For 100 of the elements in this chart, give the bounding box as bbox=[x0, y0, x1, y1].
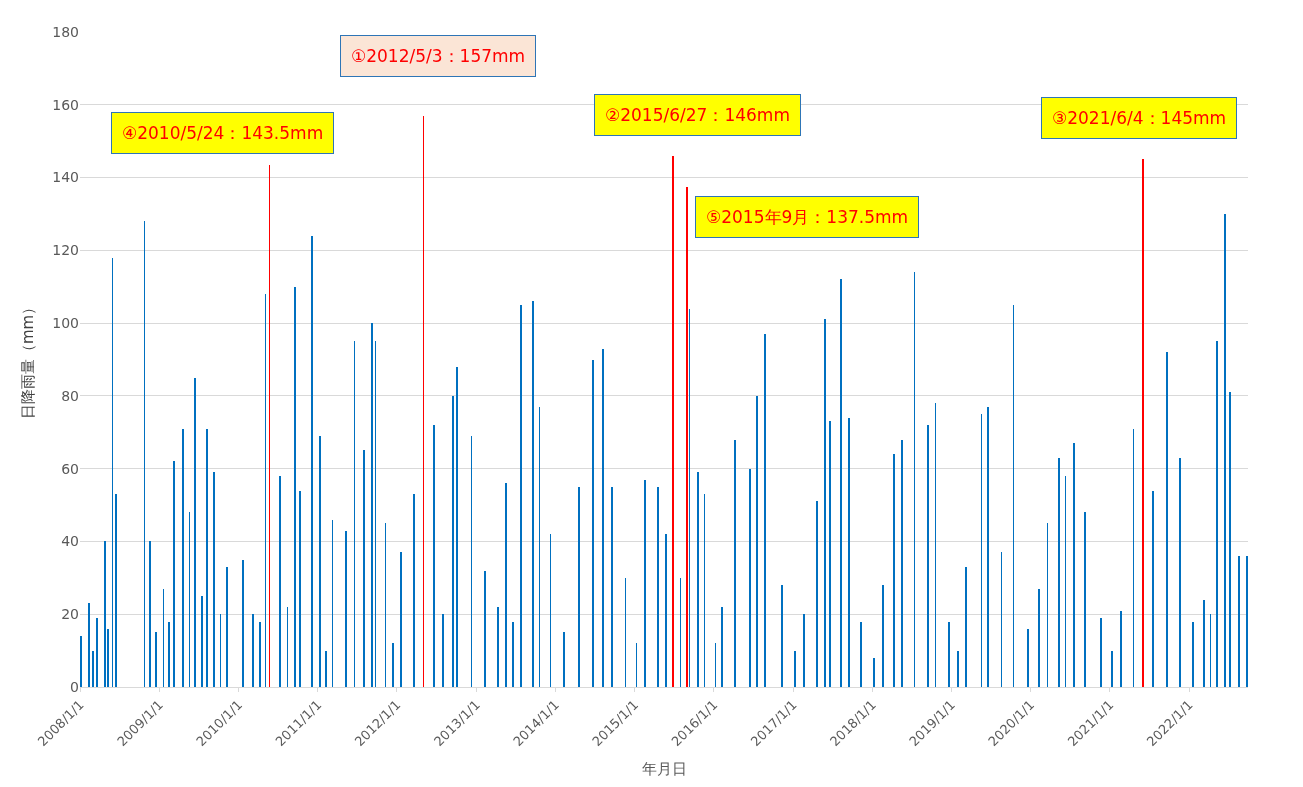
bar bbox=[1058, 458, 1060, 687]
bar bbox=[371, 323, 373, 687]
bar bbox=[901, 440, 903, 687]
bar bbox=[734, 440, 736, 687]
bar bbox=[92, 651, 94, 687]
bar bbox=[1084, 512, 1086, 687]
bar bbox=[1100, 618, 1102, 687]
bar bbox=[756, 396, 758, 687]
y-tick-label: 0 bbox=[70, 678, 79, 695]
bar bbox=[456, 367, 458, 687]
bar bbox=[957, 651, 959, 687]
y-tick-label: 120 bbox=[52, 242, 79, 259]
y-tick-label: 180 bbox=[52, 23, 79, 40]
bar bbox=[840, 279, 842, 687]
bar bbox=[1027, 629, 1029, 687]
bar bbox=[201, 596, 203, 687]
y-tick-label: 20 bbox=[61, 606, 79, 623]
bar bbox=[442, 614, 444, 687]
bar bbox=[1224, 214, 1226, 687]
bar bbox=[294, 287, 296, 687]
bar bbox=[657, 487, 659, 687]
bar bbox=[893, 454, 895, 687]
bar bbox=[794, 651, 796, 687]
annotation: ③2021/6/4：145mm bbox=[1052, 108, 1227, 128]
bar bbox=[860, 622, 862, 687]
bar bbox=[1038, 589, 1040, 687]
y-axis-title: 日降雨量（mm） bbox=[18, 299, 37, 420]
bar bbox=[697, 472, 699, 687]
bar bbox=[242, 560, 244, 687]
bar bbox=[115, 494, 117, 687]
bar bbox=[611, 487, 613, 687]
bar bbox=[512, 622, 514, 687]
bar bbox=[1229, 392, 1231, 687]
bar bbox=[1073, 443, 1075, 687]
bar bbox=[592, 360, 594, 687]
bar bbox=[1203, 600, 1205, 687]
bar bbox=[848, 418, 850, 687]
bar bbox=[80, 636, 82, 687]
bar bbox=[279, 476, 281, 687]
annotation: ④2010/5/24：143.5mm bbox=[122, 123, 324, 143]
bar bbox=[927, 425, 929, 687]
bar bbox=[563, 632, 565, 687]
bar bbox=[672, 156, 674, 687]
bar bbox=[497, 607, 499, 687]
bar bbox=[578, 487, 580, 687]
bar bbox=[520, 305, 522, 687]
bar bbox=[686, 187, 688, 687]
bar bbox=[226, 567, 228, 687]
bar bbox=[749, 469, 751, 687]
bar bbox=[325, 651, 327, 687]
bar bbox=[816, 501, 818, 687]
annotation: ②2015/6/27：146mm bbox=[605, 105, 790, 125]
y-tick-label: 100 bbox=[52, 315, 79, 332]
bar bbox=[155, 632, 157, 687]
bar bbox=[1246, 556, 1248, 687]
bar bbox=[1192, 622, 1194, 687]
bar bbox=[392, 643, 394, 687]
bar bbox=[665, 534, 667, 687]
bar bbox=[413, 494, 415, 687]
bar bbox=[1142, 159, 1144, 687]
bar bbox=[149, 541, 151, 687]
bar bbox=[829, 421, 831, 687]
bar bbox=[987, 407, 989, 687]
bar bbox=[213, 472, 215, 687]
bar bbox=[1120, 611, 1122, 687]
bar bbox=[363, 450, 365, 687]
bar bbox=[602, 349, 604, 687]
bar bbox=[299, 491, 301, 687]
y-tick-label: 80 bbox=[61, 387, 79, 404]
bar bbox=[252, 614, 254, 687]
bar bbox=[88, 603, 90, 687]
annotation: ⑤2015年9月：137.5mm bbox=[706, 207, 909, 227]
bar bbox=[311, 236, 313, 687]
bar bbox=[1179, 458, 1181, 687]
bar bbox=[948, 622, 950, 687]
bar bbox=[484, 571, 486, 687]
bar bbox=[644, 480, 646, 687]
bar bbox=[1152, 491, 1154, 687]
bar bbox=[345, 531, 347, 687]
bar bbox=[400, 552, 402, 687]
bar bbox=[206, 429, 208, 687]
bar bbox=[433, 425, 435, 687]
bar bbox=[168, 622, 170, 687]
y-tick-label: 60 bbox=[61, 460, 79, 477]
y-tick-label: 40 bbox=[61, 533, 79, 550]
y-tick-label: 140 bbox=[52, 169, 79, 186]
bar bbox=[721, 607, 723, 687]
bar bbox=[1166, 352, 1168, 687]
bar bbox=[965, 567, 967, 687]
bar bbox=[259, 622, 261, 687]
bar bbox=[194, 378, 196, 687]
bar bbox=[781, 585, 783, 687]
y-tick-label: 160 bbox=[52, 96, 79, 113]
x-axis-title: 年月日 bbox=[641, 760, 687, 779]
bar bbox=[1111, 651, 1113, 687]
bar bbox=[882, 585, 884, 687]
bar bbox=[803, 614, 805, 687]
bar bbox=[104, 541, 106, 687]
annotation: ①2012/5/3：157mm bbox=[351, 46, 526, 66]
bar bbox=[319, 436, 321, 687]
